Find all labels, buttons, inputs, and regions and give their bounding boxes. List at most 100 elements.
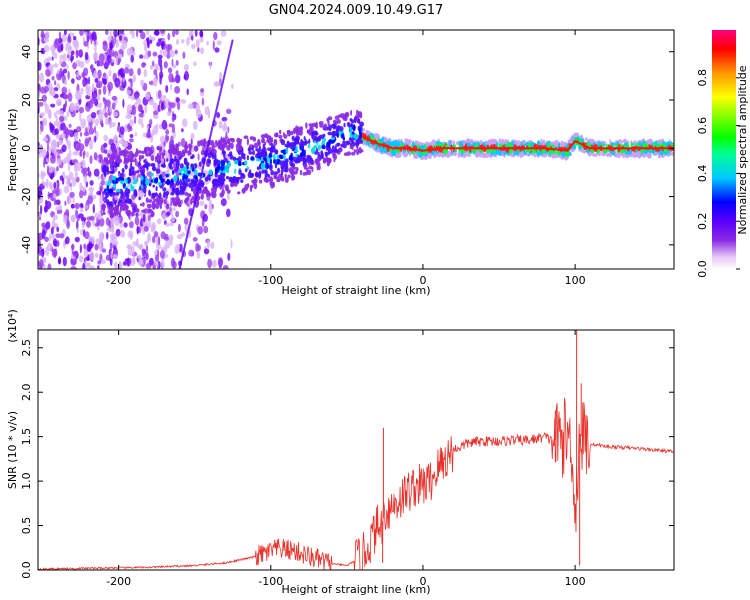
spectrogram-cell xyxy=(118,170,121,174)
spectrogram-cell xyxy=(316,163,319,171)
spectrogram-cell xyxy=(308,123,314,127)
spectrogram-cell xyxy=(263,156,267,161)
spectrogram-cell xyxy=(167,179,171,184)
spectrogram-cell xyxy=(314,151,318,155)
spectrogram-cell xyxy=(180,232,186,237)
spectrogram-cell xyxy=(149,149,154,155)
spectrogram-cell xyxy=(159,250,165,259)
spectrogram-cell xyxy=(200,88,205,93)
spectrogram-cell xyxy=(111,192,117,196)
spectrogram-cell xyxy=(55,187,60,197)
spectrogram-cell xyxy=(447,140,450,146)
spectrogram-cell xyxy=(396,149,400,154)
spectrogram-cell xyxy=(91,31,97,41)
spectrogram-cell xyxy=(601,151,605,157)
spectrogram-cell xyxy=(227,192,230,201)
spectrogram-cell xyxy=(351,131,355,135)
spectrogram-cell xyxy=(60,133,66,139)
spectrogram-cell xyxy=(320,152,324,160)
spectrogram-cell xyxy=(160,163,166,168)
spectrogram-cell xyxy=(536,141,540,146)
spectrogram-cell xyxy=(50,155,56,164)
spectrogram-cell xyxy=(241,172,244,177)
spectrogram-cell xyxy=(84,31,88,37)
spectrogram-cell xyxy=(543,149,547,153)
spectrogram-cell xyxy=(55,233,61,239)
spectrogram-cell xyxy=(66,217,69,227)
spectrogram-x-label: Height of straight line (km) xyxy=(281,284,430,297)
spectrogram-cell xyxy=(88,170,92,178)
spectrogram-cell xyxy=(45,31,50,40)
spectrogram-cell xyxy=(593,144,598,151)
spectrogram-cell xyxy=(38,61,42,71)
spectrogram-cell xyxy=(146,203,152,209)
spectrogram-cell xyxy=(172,30,176,38)
spectrogram-cell xyxy=(199,30,204,37)
spectrogram-cell xyxy=(154,30,160,36)
spectrogram-cell xyxy=(74,141,81,152)
spectrogram-cell xyxy=(63,115,68,122)
spectrogram-cell xyxy=(585,137,588,142)
spectrogram-cell xyxy=(170,257,176,268)
spectrogram-cell xyxy=(212,40,215,51)
spectrogram-cell xyxy=(52,63,59,68)
spectrogram-cell xyxy=(181,152,186,157)
spectrogram-cell xyxy=(58,139,64,146)
spectrogram-cell xyxy=(78,106,84,114)
spectrogram-cell xyxy=(119,172,125,179)
spectrogram-cell xyxy=(226,208,231,218)
spectrogram-cell xyxy=(102,85,107,95)
spectrogram-cell xyxy=(133,189,138,197)
spectrogram-cell xyxy=(96,190,102,196)
spectrogram-cell xyxy=(148,190,151,196)
y-tick-label: 0 xyxy=(20,145,33,152)
spectrogram-cell xyxy=(75,209,79,219)
spectrogram-cell xyxy=(145,244,149,253)
spectrogram-cell xyxy=(182,118,188,128)
spectrogram-cell xyxy=(53,181,57,190)
spectrogram-cell xyxy=(236,146,240,152)
spectrogram-cell xyxy=(43,263,46,269)
spectrogram-cell xyxy=(90,98,95,104)
spectrogram-cell xyxy=(146,132,151,137)
spectrogram-cell xyxy=(97,111,104,122)
spectrogram-cell xyxy=(43,159,46,168)
spectrogram-cell xyxy=(71,203,74,209)
spectrogram-cell xyxy=(123,222,128,228)
spectrogram-cell xyxy=(83,243,87,250)
y-tick-label: 0.5 xyxy=(20,517,33,535)
spectrogram-cell xyxy=(200,193,204,200)
spectrogram-cell xyxy=(143,147,147,154)
spectrogram-cell xyxy=(90,64,94,73)
spectrogram-cell xyxy=(48,181,52,190)
spectrogram-cell xyxy=(404,152,408,157)
spectrogram-cell xyxy=(181,39,185,44)
spectrogram-cell xyxy=(160,231,166,240)
spectrogram-cell xyxy=(197,47,200,53)
spectrogram-cell xyxy=(120,207,125,211)
spectrogram-cell xyxy=(70,54,73,63)
colorbar: 0.0 0.2 0.4 0.6 0.8 Normalized spectral ampl… xyxy=(696,30,749,278)
spectrogram-cell xyxy=(161,152,166,156)
spectrogram-cell xyxy=(217,257,224,267)
spectrogram-cell xyxy=(53,112,57,118)
spectrogram-cell xyxy=(222,265,229,269)
spectrogram-cell xyxy=(54,80,57,86)
spectrogram-cell xyxy=(139,54,144,59)
spectrogram-cell xyxy=(354,133,359,140)
spectrogram-cell xyxy=(543,153,548,158)
spectrogram-cell xyxy=(109,105,113,113)
spectrogram-cell xyxy=(291,174,294,181)
spectrogram-cell xyxy=(431,150,435,156)
spectrogram-cell xyxy=(177,243,181,251)
spectrogram-cell xyxy=(315,121,318,128)
spectrogram-cell xyxy=(86,85,91,91)
spectrogram-cell xyxy=(195,178,199,183)
spectrogram-cell xyxy=(57,258,62,265)
spectrogram-cell xyxy=(140,218,144,228)
spectrogram-cell xyxy=(56,142,59,148)
spectrogram-cell xyxy=(111,175,116,181)
spectrogram-cell xyxy=(268,163,273,171)
spectrogram-cell xyxy=(145,197,149,203)
